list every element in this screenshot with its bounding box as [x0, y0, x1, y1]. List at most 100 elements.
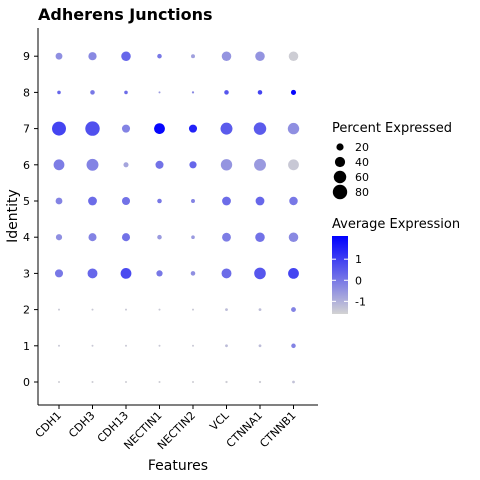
dot-ctnna1-5 [255, 196, 265, 206]
y-tick-label: 0 [23, 376, 30, 389]
x-tick-label: CDH1 [33, 409, 64, 440]
dot-cdh13-0 [125, 381, 127, 383]
dot-cdh13-1 [125, 344, 127, 347]
size-legend: Percent Expressed 20 40 60 80 [332, 121, 452, 200]
dot-cdh3-5 [88, 196, 97, 206]
dot-ctnna1-7 [253, 122, 267, 135]
dot-nectin2-0 [192, 381, 194, 383]
size-legend-items: 20 40 60 80 [332, 141, 369, 200]
dot-ctnna1-9 [255, 51, 265, 61]
dot-vcl-3 [221, 268, 232, 279]
x-tick-label: VCL [207, 408, 232, 433]
dot-cdh1-2 [58, 308, 60, 311]
size-legend-dot [334, 156, 346, 168]
size-legend-label: 20 [355, 141, 369, 154]
dot-ctnna1-1 [258, 344, 262, 348]
dot-cdh3-2 [91, 308, 94, 311]
dot-cdh1-4 [55, 234, 63, 241]
color-bar [332, 236, 348, 314]
dot-nectin1-0 [158, 381, 161, 383]
dot-nectin1-9 [157, 53, 162, 59]
dot-nectin2-8 [191, 91, 195, 94]
dot-nectin2-9 [191, 54, 195, 59]
dot-cdh1-1 [58, 344, 60, 347]
y-tick-label: 1 [23, 340, 30, 353]
dot-nectin1-7 [154, 123, 165, 134]
dot-ctnnb1-8 [290, 89, 297, 95]
dot-cdh3-8 [90, 90, 95, 95]
color-tick-label: 0 [355, 274, 362, 287]
dot-cdh1-5 [55, 197, 63, 205]
dot-nectin2-4 [191, 235, 195, 239]
dot-cdh1-0 [58, 381, 60, 383]
dot-nectin1-3 [156, 270, 163, 277]
color-legend-title: Average Expression [332, 217, 460, 232]
dot-cdh3-9 [88, 52, 97, 61]
dot-nectin2-1 [192, 344, 194, 347]
dot-cdh13-9 [121, 51, 131, 61]
size-legend-dot [332, 184, 348, 200]
dot-cdh13-3 [120, 268, 132, 279]
dot-vcl-6 [220, 159, 233, 171]
color-legend: Average Expression 1 0 -1 [332, 217, 460, 314]
dot-cdh1-8 [57, 90, 61, 95]
dot-ctnnb1-7 [287, 122, 300, 135]
dot-nectin1-2 [158, 308, 161, 311]
dot-nectin2-7 [188, 124, 198, 133]
y-tick-label: 3 [23, 267, 30, 280]
dot-ctnna1-2 [258, 308, 262, 311]
y-tick-label: 9 [23, 50, 30, 63]
dot-vcl-1 [225, 344, 228, 348]
dot-vcl-9 [221, 51, 232, 61]
dot-ctnnb1-9 [288, 51, 299, 61]
size-legend-dot [333, 170, 347, 184]
dot-vcl-8 [224, 90, 229, 95]
dot-nectin1-4 [157, 234, 162, 240]
dot-cdh1-3 [54, 269, 64, 278]
dot-cdh3-4 [88, 233, 97, 242]
dot-ctnnb1-0 [292, 380, 295, 384]
color-tick-label: -1 [355, 295, 366, 308]
color-legend-ticks: 1 0 -1 [332, 253, 366, 308]
dot-vcl-7 [220, 122, 233, 135]
dot-vcl-4 [222, 232, 231, 242]
dot-ctnnb1-6 [288, 159, 299, 171]
size-legend-dot [336, 143, 344, 151]
size-legend-label: 60 [355, 171, 369, 184]
dot-cdh1-9 [55, 52, 63, 60]
dot-cdh3-7 [85, 121, 100, 136]
dot-vcl-0 [225, 380, 228, 384]
chart-title: Adherens Junctions [38, 5, 213, 24]
dot-nectin2-2 [192, 308, 194, 311]
dot-ctnna1-0 [258, 380, 262, 384]
dot-cdh3-1 [91, 344, 94, 347]
x-tick-label: CTNNB1 [257, 409, 298, 450]
dot-ctnna1-4 [255, 232, 265, 242]
dot-nectin1-8 [158, 91, 161, 94]
x-tick-label: CDH3 [66, 409, 97, 440]
y-axis-ticks: 0 1 2 3 4 5 6 7 8 9 [23, 50, 38, 389]
dot-nectin1-1 [158, 344, 161, 347]
color-tick-label: 1 [355, 253, 362, 266]
dot-vcl-2 [225, 308, 228, 311]
dot-ctnnb1-3 [288, 268, 299, 279]
dot-nectin2-5 [191, 199, 195, 203]
dot-cdh13-4 [121, 233, 131, 242]
dots [52, 51, 300, 384]
dot-cdh13-7 [121, 124, 131, 133]
dot-cdh3-0 [91, 381, 94, 383]
dot-nectin2-3 [190, 271, 196, 276]
dot-cdh13-5 [121, 196, 131, 206]
y-tick-label: 2 [23, 304, 30, 317]
y-tick-label: 5 [23, 195, 30, 208]
dot-cdh3-6 [86, 158, 99, 171]
dot-ctnna1-3 [254, 267, 266, 280]
dot-ctnnb1-1 [291, 343, 296, 349]
dot-ctnnb1-2 [291, 307, 296, 313]
x-axis-title: Features [148, 458, 208, 474]
size-legend-title: Percent Expressed [332, 121, 452, 136]
dot-cdh13-8 [124, 90, 128, 95]
